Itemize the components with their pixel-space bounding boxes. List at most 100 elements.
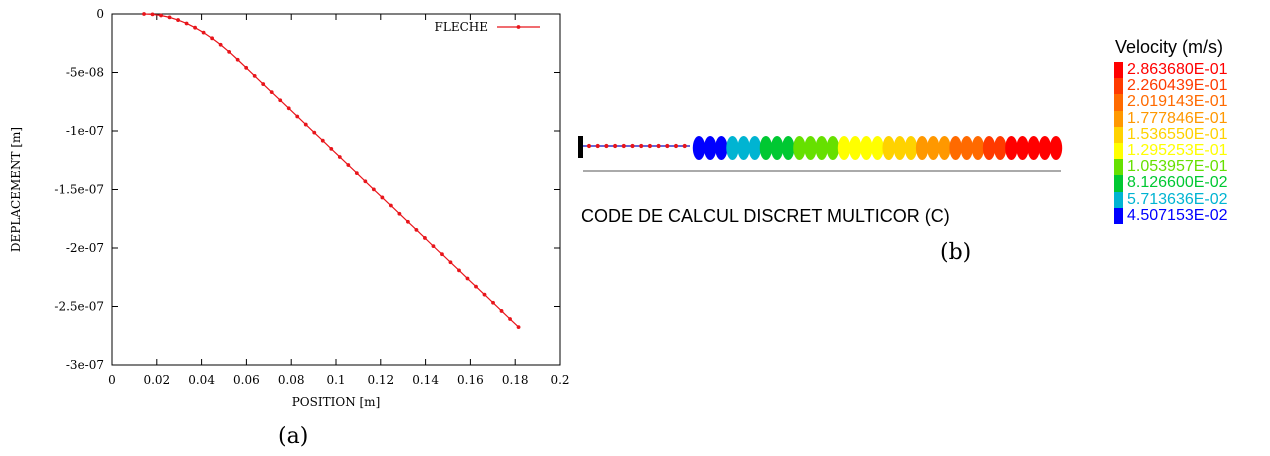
velocity-legend-row: 1.295253E-01 — [1114, 141, 1264, 160]
velocity-particle — [748, 136, 761, 160]
plot-a-frame — [111, 13, 561, 366]
beam-node — [586, 143, 592, 149]
velocity-legend-swatch — [1114, 159, 1123, 176]
velocity-particle — [848, 136, 862, 160]
beam-node — [647, 143, 653, 149]
beam-node — [665, 143, 670, 149]
fleche-data-point — [244, 65, 249, 70]
fleche-data-point — [286, 106, 291, 111]
legend-entry-fleche: FLECHE — [435, 20, 488, 34]
plot-a-axes — [111, 13, 561, 366]
fleche-data-point — [414, 227, 419, 232]
velocity-legend-swatch — [1114, 62, 1123, 79]
x-tick-label: 0.12 — [367, 373, 394, 387]
velocity-particle — [860, 136, 873, 160]
velocity-legend-row: 1.536550E-01 — [1114, 126, 1264, 143]
fleche-data-point — [354, 171, 359, 176]
x-tick-label: 0.04 — [188, 373, 215, 387]
fleche-data-point — [337, 155, 342, 159]
fleche-data-point — [448, 260, 453, 265]
y-tick-label: -1e-07 — [66, 124, 104, 138]
fleche-data-point — [508, 317, 512, 321]
y-tick-label: -1.5e-07 — [54, 183, 104, 197]
velocity-particle — [1016, 136, 1029, 160]
fleche-data-point — [210, 36, 215, 41]
velocity-legend-label: 1.295253E-01 — [1127, 141, 1228, 159]
fleche-data-point — [516, 325, 521, 329]
velocity-legend-row: 1.053957E-01 — [1114, 158, 1264, 176]
y-tick-label: -2e-07 — [66, 241, 104, 255]
velocity-legend-swatch — [1114, 126, 1123, 143]
fleche-data-point — [499, 309, 504, 313]
velocity-particle — [960, 136, 973, 160]
fixed-support — [578, 136, 583, 158]
velocity-particle — [982, 136, 996, 160]
x-tick-label: 0.02 — [143, 373, 170, 387]
y-tick-label: -5e-08 — [66, 66, 104, 80]
beam-node — [613, 143, 618, 149]
velocity-particle — [893, 136, 907, 160]
fleche-data-point — [482, 292, 487, 297]
velocity-legend-row: 5.713636E-02 — [1114, 191, 1264, 208]
velocity-particle — [804, 136, 817, 160]
beam-node — [682, 143, 687, 149]
plot-a-legend: FLECHE — [435, 20, 540, 34]
y-axis-label: DEPLACEMENT [m] — [9, 127, 23, 252]
velocity-legend-title: Velocity (m/s) — [1115, 37, 1224, 57]
fleche-data-point — [278, 98, 283, 103]
x-tick-label: 0.08 — [278, 373, 305, 387]
fleche-data-point — [465, 276, 470, 281]
fleche-data-point — [406, 219, 410, 224]
x-tick-label: 0.16 — [457, 373, 484, 387]
legend-marker-fleche — [516, 25, 521, 29]
fleche-data-point — [440, 252, 444, 257]
x-tick-label: 0.1 — [326, 373, 345, 387]
y-tick-label: -2.5e-07 — [54, 300, 104, 314]
velocity-particle — [882, 136, 895, 160]
fleche-data-point — [142, 12, 146, 16]
velocity-legend-row: 1.777846E-01 — [1114, 110, 1264, 127]
x-tick-label: 0.2 — [550, 373, 569, 387]
velocity-particle — [927, 136, 940, 160]
fleche-data-point — [252, 73, 257, 78]
beam-node — [673, 143, 679, 149]
velocity-legend-row: 8.126600E-02 — [1114, 175, 1264, 192]
velocity-particle — [826, 136, 840, 160]
velocity-particle — [715, 136, 728, 160]
plot-a-ticks: 0 0.02 0.04 0.06 0.08 0.1 0.12 0.14 0.16 0.18 0.2 0… — [9, 7, 570, 409]
fleche-data-point — [184, 21, 189, 26]
velocity-particle — [904, 136, 918, 160]
velocity-legend-label: 2.019143E-01 — [1127, 93, 1228, 111]
velocity-legend-label: 2.260439E-01 — [1127, 77, 1228, 95]
velocity-particle — [759, 136, 773, 160]
fleche-data-point — [397, 211, 402, 216]
fleche-data-point — [193, 25, 198, 30]
fleche-data-point — [150, 12, 155, 17]
fleche-data-point — [457, 268, 461, 273]
velocity-legend-swatch — [1114, 191, 1123, 208]
fleche-data-point — [474, 284, 478, 289]
beam-node — [621, 143, 626, 149]
velocity-particle — [770, 136, 784, 160]
beam-node — [630, 143, 635, 149]
fleche-data-point — [235, 57, 240, 62]
velocity-particle — [692, 136, 706, 160]
velocity-legend-label: 2.863680E-01 — [1127, 61, 1228, 78]
fleche-data-point — [423, 236, 427, 240]
velocity-particle — [782, 136, 795, 160]
simulation-chain — [578, 136, 1063, 172]
velocity-legend-swatch — [1114, 110, 1123, 127]
panel-label-b: (b) — [940, 240, 972, 265]
beam-node — [604, 143, 609, 149]
x-axis-label: POSITION [m] — [292, 395, 381, 409]
velocity-particle — [703, 136, 717, 160]
fleche-data-point — [295, 114, 300, 119]
simulation-code-text: CODE DE CALCUL DISCRET MULTICOR (C) — [581, 206, 950, 226]
fleche-data-point — [176, 18, 180, 22]
beam-node — [656, 143, 661, 149]
velocity-legend-swatch — [1114, 175, 1123, 192]
y-tick-label: 0 — [96, 7, 104, 21]
velocity-particle — [1049, 136, 1063, 160]
velocity-particle — [1027, 136, 1040, 160]
